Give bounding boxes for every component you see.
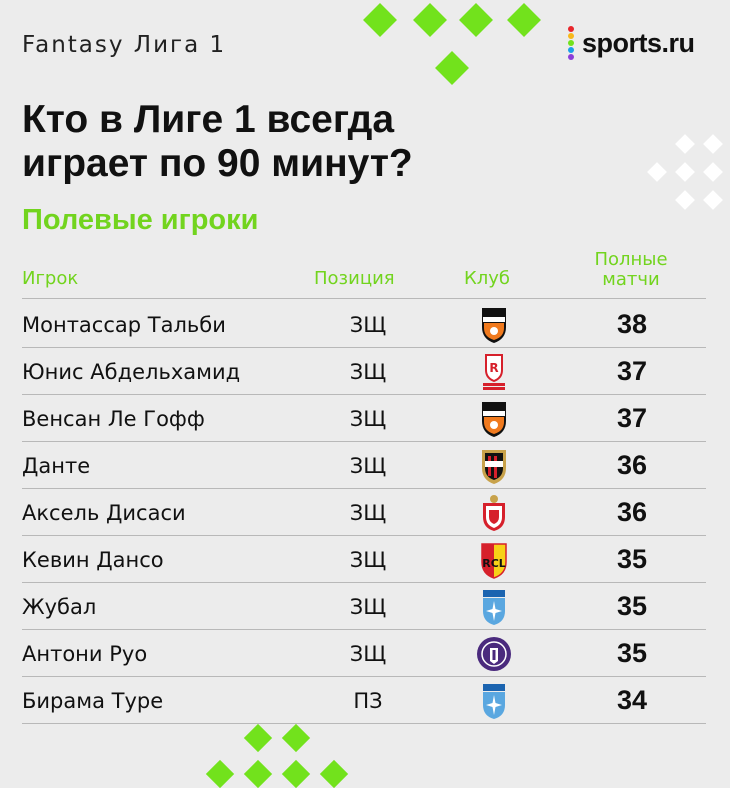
- svg-text:R: R: [489, 361, 498, 375]
- diamond-decoration: [703, 162, 723, 182]
- brand-name: sports.ru: [582, 27, 695, 58]
- full-matches-count: 35: [616, 591, 648, 621]
- diamond-decoration: [675, 190, 695, 210]
- auxerre-crest-icon: [474, 587, 514, 627]
- lens-crest-icon: RCL: [474, 540, 514, 580]
- table-row: Монтассар Тальби ЗЩ 38: [22, 301, 706, 348]
- diamond-decoration: [675, 162, 695, 182]
- column-header-club: Клуб: [464, 268, 511, 289]
- brand-logo: sports.ru: [566, 26, 695, 60]
- diamond-decoration: [675, 134, 695, 154]
- full-matches-count: 35: [616, 638, 648, 668]
- diamond-decoration: [647, 162, 667, 182]
- table-row: Данте ЗЩ 36: [22, 442, 706, 489]
- player-position: ПЗ: [353, 689, 383, 713]
- monaco-crest-icon: [474, 493, 514, 533]
- diamond-decoration: [703, 134, 723, 154]
- player-name: Монтассар Тальби: [22, 313, 226, 337]
- player-name: Данте: [22, 454, 91, 478]
- full-matches-count: 34: [616, 685, 648, 715]
- player-name: Антони Руо: [22, 642, 148, 666]
- player-position: ЗЩ: [349, 454, 387, 478]
- auxerre-crest-icon: [474, 681, 514, 721]
- brand-dots-icon: [566, 26, 576, 60]
- player-name: Бирама Туре: [22, 689, 164, 713]
- table-row: Венсан Ле Гофф ЗЩ 37: [22, 395, 706, 442]
- column-header-position: Позиция: [314, 268, 395, 289]
- diamond-decoration: [319, 759, 349, 788]
- full-matches-count: 36: [616, 497, 648, 527]
- player-position: ЗЩ: [349, 548, 387, 572]
- player-position: ЗЩ: [349, 407, 387, 431]
- diamond-decoration: [435, 51, 469, 85]
- diamond-decoration: [205, 759, 235, 788]
- column-header-full-line-1: Полные: [594, 249, 668, 270]
- nice-crest-icon: [474, 446, 514, 486]
- reims-crest-icon: R: [474, 352, 514, 392]
- full-matches-count: 38: [616, 309, 648, 339]
- table-row: Бирама Туре ПЗ 34: [22, 677, 706, 724]
- toulouse-crest-icon: [474, 634, 514, 674]
- column-header-player: Игрок: [22, 268, 79, 289]
- player-position: ЗЩ: [349, 313, 387, 337]
- diamond-decoration: [703, 190, 723, 210]
- table-row: Жубал ЗЩ 35: [22, 583, 706, 630]
- diamond-decoration: [243, 759, 273, 788]
- lorient-crest-icon: [474, 399, 514, 439]
- table-header: Игрок Позиция Клуб Полные матчи: [22, 250, 706, 299]
- diamond-decoration: [413, 3, 447, 37]
- full-matches-count: 36: [616, 450, 648, 480]
- column-header-full-line-2: матчи: [602, 269, 660, 290]
- player-name: Юнис Абдельхамид: [22, 360, 241, 384]
- table-row: Кевин Дансо ЗЩ RCL 35: [22, 536, 706, 583]
- table-row: Аксель Дисаси ЗЩ 36: [22, 489, 706, 536]
- full-matches-count: 37: [616, 403, 648, 433]
- player-position: ЗЩ: [349, 501, 387, 525]
- table-row: Антони Руо ЗЩ 35: [22, 630, 706, 677]
- player-position: ЗЩ: [349, 642, 387, 666]
- player-name: Жубал: [22, 595, 97, 619]
- lorient-crest-icon: [474, 305, 514, 345]
- player-name: Венсан Ле Гофф: [22, 407, 205, 431]
- section-subtitle: Полевые игроки: [22, 204, 259, 236]
- diamond-decoration: [243, 723, 273, 753]
- player-name: Кевин Дансо: [22, 548, 164, 572]
- headline-line-1: Кто в Лиге 1 всегда: [22, 98, 395, 141]
- player-position: ЗЩ: [349, 360, 387, 384]
- svg-text:RCL: RCL: [482, 557, 506, 570]
- full-matches-count: 37: [616, 356, 648, 386]
- column-header-full-matches: Полные матчи: [572, 250, 690, 290]
- diamond-decoration: [281, 759, 311, 788]
- player-position: ЗЩ: [349, 595, 387, 619]
- league-title: Fantasy Лига 1: [22, 32, 227, 58]
- table-body: Монтассар Тальби ЗЩ 38 Юнис Абдельхамид ЗЩ R 3…: [22, 301, 706, 724]
- diamond-decoration: [281, 723, 311, 753]
- headline-line-2: играет по 90 минут?: [22, 142, 413, 185]
- headline: Кто в Лиге 1 всегда играет по 90 минут?: [22, 98, 622, 186]
- diamond-decoration: [459, 3, 493, 37]
- table-row: Юнис Абдельхамид ЗЩ R 37: [22, 348, 706, 395]
- player-name: Аксель Дисаси: [22, 501, 186, 525]
- full-matches-count: 35: [616, 544, 648, 574]
- diamond-decoration: [363, 3, 397, 37]
- diamond-decoration: [507, 3, 541, 37]
